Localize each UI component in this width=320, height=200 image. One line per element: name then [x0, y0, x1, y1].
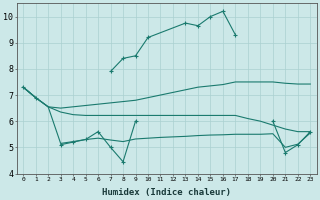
X-axis label: Humidex (Indice chaleur): Humidex (Indice chaleur) — [102, 188, 231, 197]
